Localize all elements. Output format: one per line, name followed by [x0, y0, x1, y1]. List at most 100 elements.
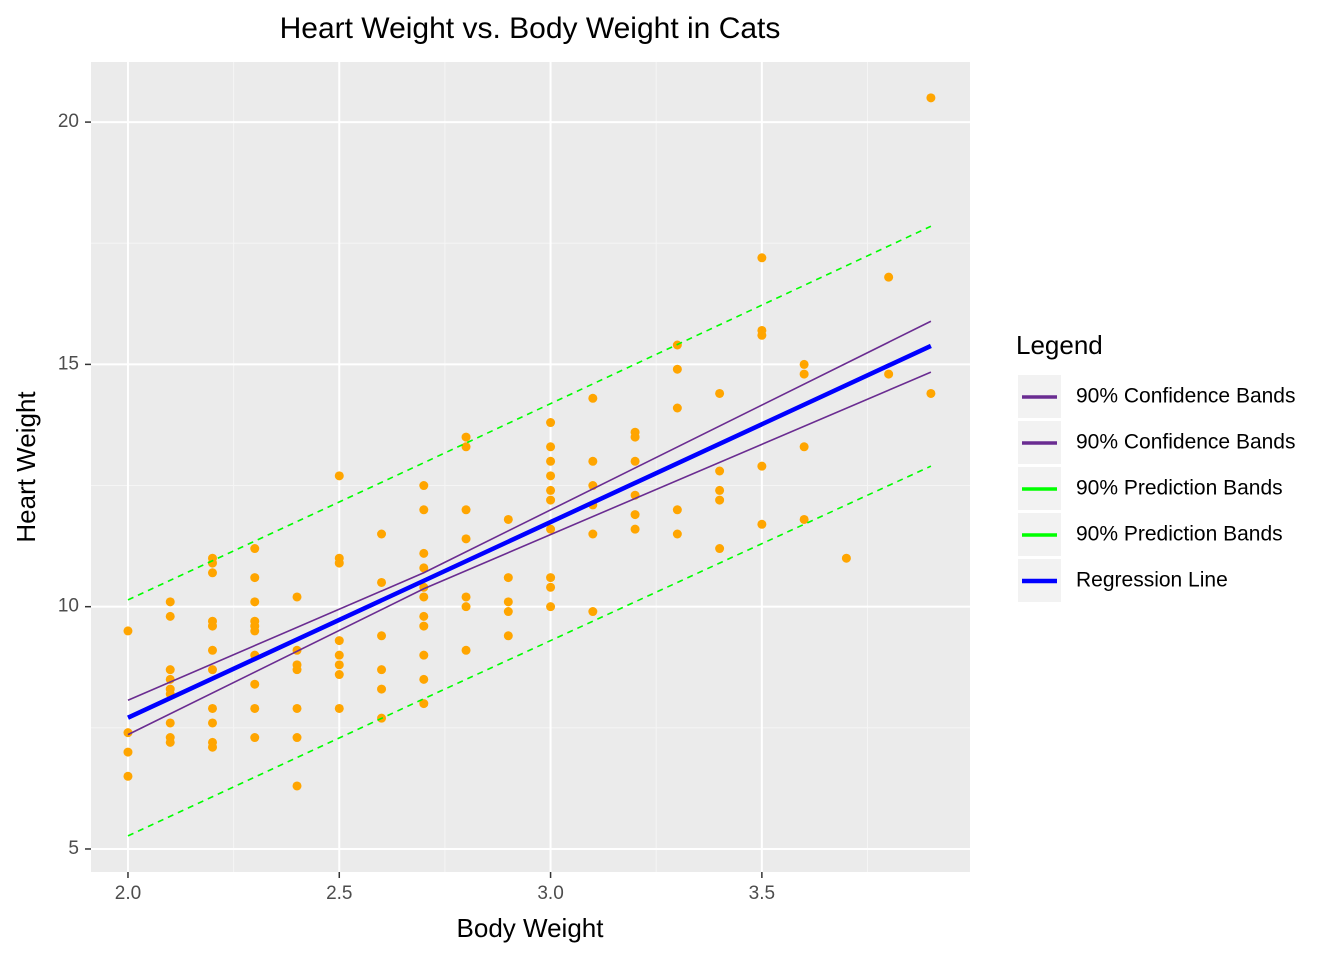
point	[292, 703, 302, 713]
chart-title: Heart Weight vs. Body Weight in Cats	[280, 12, 781, 45]
point	[334, 650, 344, 660]
point	[419, 592, 429, 602]
point	[757, 461, 767, 471]
point	[546, 485, 556, 495]
point	[588, 607, 598, 617]
y-axis-label: Heart Weight	[11, 391, 41, 543]
point	[630, 432, 640, 442]
point	[207, 621, 217, 631]
point	[884, 369, 894, 379]
point	[207, 568, 217, 578]
point	[757, 330, 767, 340]
point	[292, 665, 302, 675]
point	[546, 602, 556, 612]
x-tick-label: 2.5	[326, 883, 352, 904]
line	[127, 343, 932, 720]
point	[546, 471, 556, 481]
point	[334, 660, 344, 670]
point	[588, 393, 598, 403]
point	[292, 733, 302, 743]
point	[334, 636, 344, 646]
point	[123, 771, 133, 781]
point	[334, 703, 344, 713]
point	[926, 388, 936, 398]
point	[419, 563, 429, 573]
y-tick-label: 15	[58, 353, 79, 374]
point	[334, 558, 344, 568]
legend-title: Legend	[1016, 330, 1103, 360]
point	[207, 665, 217, 675]
point	[715, 388, 725, 398]
legend-label: Regression Line	[1076, 569, 1228, 592]
point	[461, 602, 471, 612]
point	[461, 442, 471, 452]
point	[757, 253, 767, 263]
point	[546, 456, 556, 466]
point	[799, 359, 809, 369]
legend-label: 90% Confidence Bands	[1076, 385, 1296, 408]
point	[165, 611, 175, 621]
legend-label: 90% Prediction Bands	[1076, 523, 1283, 546]
point	[207, 703, 217, 713]
point	[546, 524, 556, 534]
x-axis-label: Body Weight	[457, 913, 605, 943]
point	[419, 611, 429, 621]
point	[123, 728, 133, 738]
point	[461, 645, 471, 655]
point	[630, 524, 640, 534]
point	[207, 718, 217, 728]
point	[799, 442, 809, 452]
point	[715, 466, 725, 476]
x-tick-label: 2.0	[115, 883, 141, 904]
point	[630, 510, 640, 520]
point	[503, 514, 513, 524]
legend-label: 90% Confidence Bands	[1076, 431, 1296, 454]
point	[672, 505, 682, 515]
point	[377, 529, 387, 539]
point	[799, 369, 809, 379]
point	[250, 679, 260, 689]
point	[503, 597, 513, 607]
point	[461, 534, 471, 544]
point	[165, 718, 175, 728]
point	[672, 529, 682, 539]
y-tick-label: 5	[68, 838, 79, 859]
point	[884, 272, 894, 282]
point	[546, 442, 556, 452]
point	[588, 529, 598, 539]
line	[127, 465, 932, 837]
point	[672, 403, 682, 413]
point	[292, 592, 302, 602]
point	[546, 582, 556, 592]
point	[334, 670, 344, 680]
point	[377, 684, 387, 694]
point	[630, 456, 640, 466]
point	[250, 544, 260, 554]
point	[377, 631, 387, 641]
point	[503, 573, 513, 583]
point	[503, 607, 513, 617]
point	[546, 418, 556, 428]
point	[672, 364, 682, 374]
y-tick-label: 20	[58, 111, 79, 132]
point	[419, 548, 429, 558]
x-tick-label: 3.5	[749, 883, 775, 904]
point	[419, 481, 429, 491]
point	[207, 558, 217, 568]
grid	[91, 62, 970, 872]
marks	[123, 93, 936, 837]
point	[588, 456, 598, 466]
point	[503, 631, 513, 641]
point	[377, 665, 387, 675]
legend: 90% Confidence Bands 90% Confidence Bands…	[1018, 375, 1296, 602]
point	[250, 573, 260, 583]
point	[250, 733, 260, 743]
point	[377, 577, 387, 587]
point	[292, 781, 302, 791]
point	[546, 573, 556, 583]
point	[165, 597, 175, 607]
x-tick-label: 3.0	[537, 883, 563, 904]
point	[926, 93, 936, 103]
point	[250, 597, 260, 607]
